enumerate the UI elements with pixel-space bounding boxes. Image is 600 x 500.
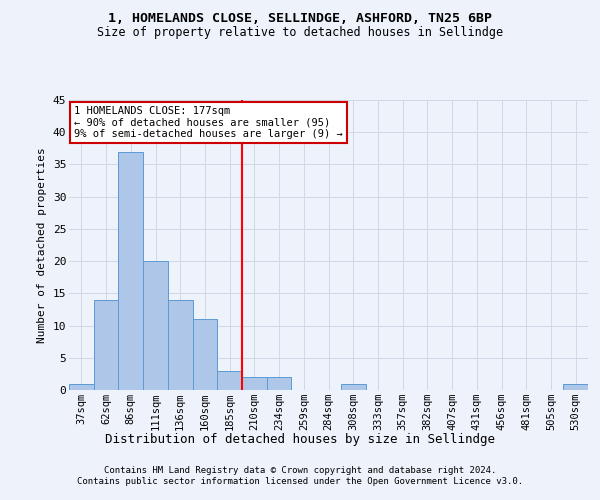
Text: Size of property relative to detached houses in Sellindge: Size of property relative to detached ho… bbox=[97, 26, 503, 39]
Bar bbox=[193, 319, 217, 390]
Bar bbox=[242, 377, 267, 390]
Bar bbox=[267, 377, 292, 390]
Y-axis label: Number of detached properties: Number of detached properties bbox=[37, 147, 47, 343]
Text: Contains HM Land Registry data © Crown copyright and database right 2024.: Contains HM Land Registry data © Crown c… bbox=[104, 466, 496, 475]
Bar bbox=[341, 384, 365, 390]
Text: 1, HOMELANDS CLOSE, SELLINDGE, ASHFORD, TN25 6BP: 1, HOMELANDS CLOSE, SELLINDGE, ASHFORD, … bbox=[108, 12, 492, 26]
Bar bbox=[168, 300, 193, 390]
Bar bbox=[217, 370, 242, 390]
Bar bbox=[563, 384, 588, 390]
Text: Contains public sector information licensed under the Open Government Licence v3: Contains public sector information licen… bbox=[77, 478, 523, 486]
Bar bbox=[69, 384, 94, 390]
Text: Distribution of detached houses by size in Sellindge: Distribution of detached houses by size … bbox=[105, 432, 495, 446]
Bar bbox=[94, 300, 118, 390]
Bar bbox=[118, 152, 143, 390]
Text: 1 HOMELANDS CLOSE: 177sqm
← 90% of detached houses are smaller (95)
9% of semi-d: 1 HOMELANDS CLOSE: 177sqm ← 90% of detac… bbox=[74, 106, 343, 139]
Bar bbox=[143, 261, 168, 390]
